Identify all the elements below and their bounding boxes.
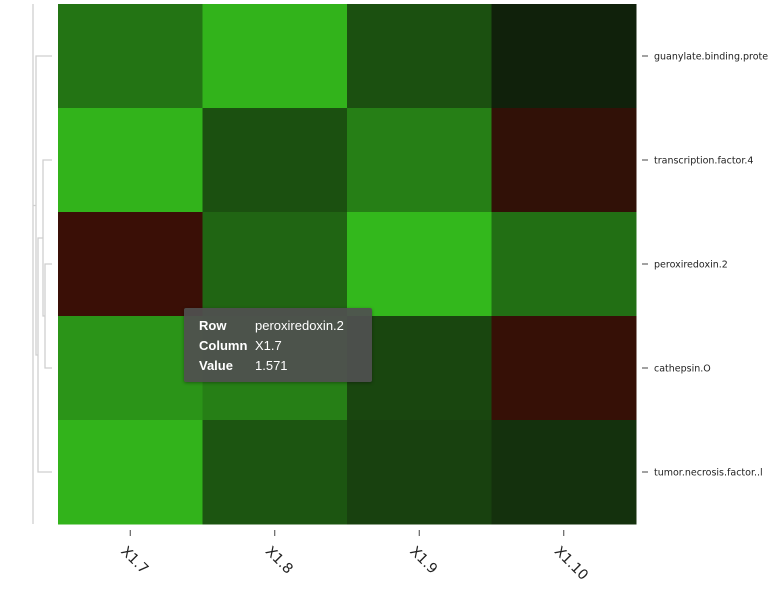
column-labels: X1.7 X1.8 X1.9 X1.10: [117, 530, 591, 584]
heatmap-cell[interactable]: [491, 316, 637, 421]
heatmap-cell[interactable]: [202, 108, 348, 213]
heatmap-cell[interactable]: [491, 4, 637, 109]
row-label: transcription.factor.4: [654, 156, 753, 167]
tooltip-column-key: Column: [199, 338, 248, 353]
column-label: X1.10: [551, 544, 591, 584]
dendrogram-branch: [44, 263, 52, 369]
tooltip-row-line: Row peroxiredoxin.2: [199, 318, 344, 333]
column-label: X1.9: [406, 544, 440, 578]
heatmap-cell[interactable]: [491, 108, 637, 213]
tooltip-value-line: Value 1.571: [199, 358, 288, 373]
row-label: peroxiredoxin.2: [654, 260, 728, 271]
tooltip-value-value: 1.571: [255, 358, 288, 373]
heatmap-cell[interactable]: [58, 316, 203, 421]
heatmap-cell[interactable]: [202, 212, 348, 317]
heatmap-cell[interactable]: [58, 212, 203, 317]
heatmap-cell[interactable]: [347, 4, 492, 109]
heatmap-cell[interactable]: [347, 108, 492, 213]
tooltip-row-value: peroxiredoxin.2: [255, 318, 344, 333]
row-dendrogram: [32, 4, 52, 524]
heatmap-cell[interactable]: [491, 212, 637, 317]
heatmap-cell[interactable]: [202, 4, 348, 109]
cell-tooltip: Row peroxiredoxin.2 Column X1.7 Value 1.571: [184, 308, 372, 382]
tooltip-column-line: Column X1.7: [199, 338, 282, 353]
heatmap-cell[interactable]: [58, 4, 203, 109]
tooltip-value-key: Value: [199, 358, 233, 373]
heatmap-cell[interactable]: [347, 212, 492, 317]
heatmap-cell[interactable]: [58, 420, 203, 525]
heatmap-cell[interactable]: [491, 420, 637, 525]
heatmap-cell[interactable]: [347, 420, 492, 525]
row-label: tumor.necrosis.factor..l: [654, 468, 763, 479]
tooltip-row-key: Row: [199, 318, 227, 333]
row-labels: guanylate.binding.prote transcription.fac…: [642, 52, 768, 479]
heatmap-cells: [58, 4, 637, 525]
heatmap-cell[interactable]: [58, 108, 203, 213]
row-label: cathepsin.O: [654, 364, 711, 375]
row-label: guanylate.binding.prote: [654, 52, 768, 63]
column-label: X1.8: [262, 544, 296, 578]
column-label: X1.7: [117, 544, 151, 578]
heatmap-cell[interactable]: [202, 420, 348, 525]
tooltip-column-value: X1.7: [255, 338, 282, 353]
